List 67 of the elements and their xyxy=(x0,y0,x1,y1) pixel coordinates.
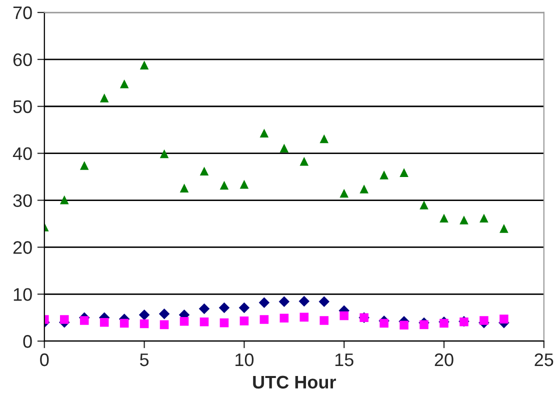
y-tick-label: 20 xyxy=(13,241,32,254)
x-tick-label: 20 xyxy=(434,353,454,366)
point xyxy=(120,79,129,88)
point xyxy=(200,166,209,176)
point xyxy=(500,314,508,324)
point xyxy=(100,318,109,327)
point xyxy=(380,318,388,328)
point xyxy=(320,134,329,144)
point xyxy=(80,161,89,170)
point xyxy=(278,296,290,308)
point xyxy=(400,168,408,177)
point xyxy=(60,315,69,324)
point xyxy=(340,311,348,320)
point xyxy=(180,317,189,326)
point xyxy=(180,184,189,192)
point xyxy=(260,315,269,324)
point xyxy=(380,170,388,180)
point xyxy=(318,296,330,308)
point xyxy=(138,309,150,320)
point xyxy=(260,128,269,138)
point xyxy=(100,94,109,102)
point xyxy=(220,180,229,190)
point xyxy=(120,318,129,328)
point xyxy=(198,303,210,314)
point xyxy=(400,320,408,330)
point xyxy=(160,320,169,330)
point xyxy=(480,316,488,325)
point xyxy=(60,195,69,204)
x-axis-title: UTC Hour xyxy=(253,376,336,389)
point xyxy=(158,308,170,320)
x-tick-label: 5 xyxy=(140,354,149,366)
point xyxy=(238,302,250,314)
x-tick-label: 10 xyxy=(236,353,254,366)
point xyxy=(500,224,508,233)
y-tick-label: 10 xyxy=(14,288,32,301)
point xyxy=(300,312,309,322)
point xyxy=(280,144,289,153)
point xyxy=(420,200,428,210)
point xyxy=(300,156,309,166)
y-tick-label: 30 xyxy=(13,194,32,207)
point xyxy=(200,317,209,326)
x-tick-label: 15 xyxy=(335,354,354,366)
y-tick-label: 0 xyxy=(23,335,32,348)
point xyxy=(440,214,448,223)
point xyxy=(240,316,249,326)
y-tick-label: 60 xyxy=(13,53,32,66)
point xyxy=(220,318,229,328)
point xyxy=(320,316,329,325)
point xyxy=(240,180,249,189)
x-tick-label: 25 xyxy=(534,353,554,366)
point xyxy=(460,216,468,224)
point xyxy=(280,314,289,323)
point xyxy=(160,149,169,158)
x-tick-label: 0 xyxy=(40,353,49,366)
point xyxy=(420,320,428,330)
point xyxy=(140,319,149,328)
y-tick-label: 40 xyxy=(12,147,32,160)
y-tick-label: 70 xyxy=(13,6,32,20)
point xyxy=(340,188,348,198)
point xyxy=(360,184,368,194)
y-tick-label: 50 xyxy=(13,100,32,114)
point xyxy=(258,297,270,308)
point xyxy=(80,316,89,325)
point xyxy=(140,60,149,70)
point xyxy=(298,296,310,307)
point xyxy=(480,214,488,223)
point xyxy=(218,302,230,314)
